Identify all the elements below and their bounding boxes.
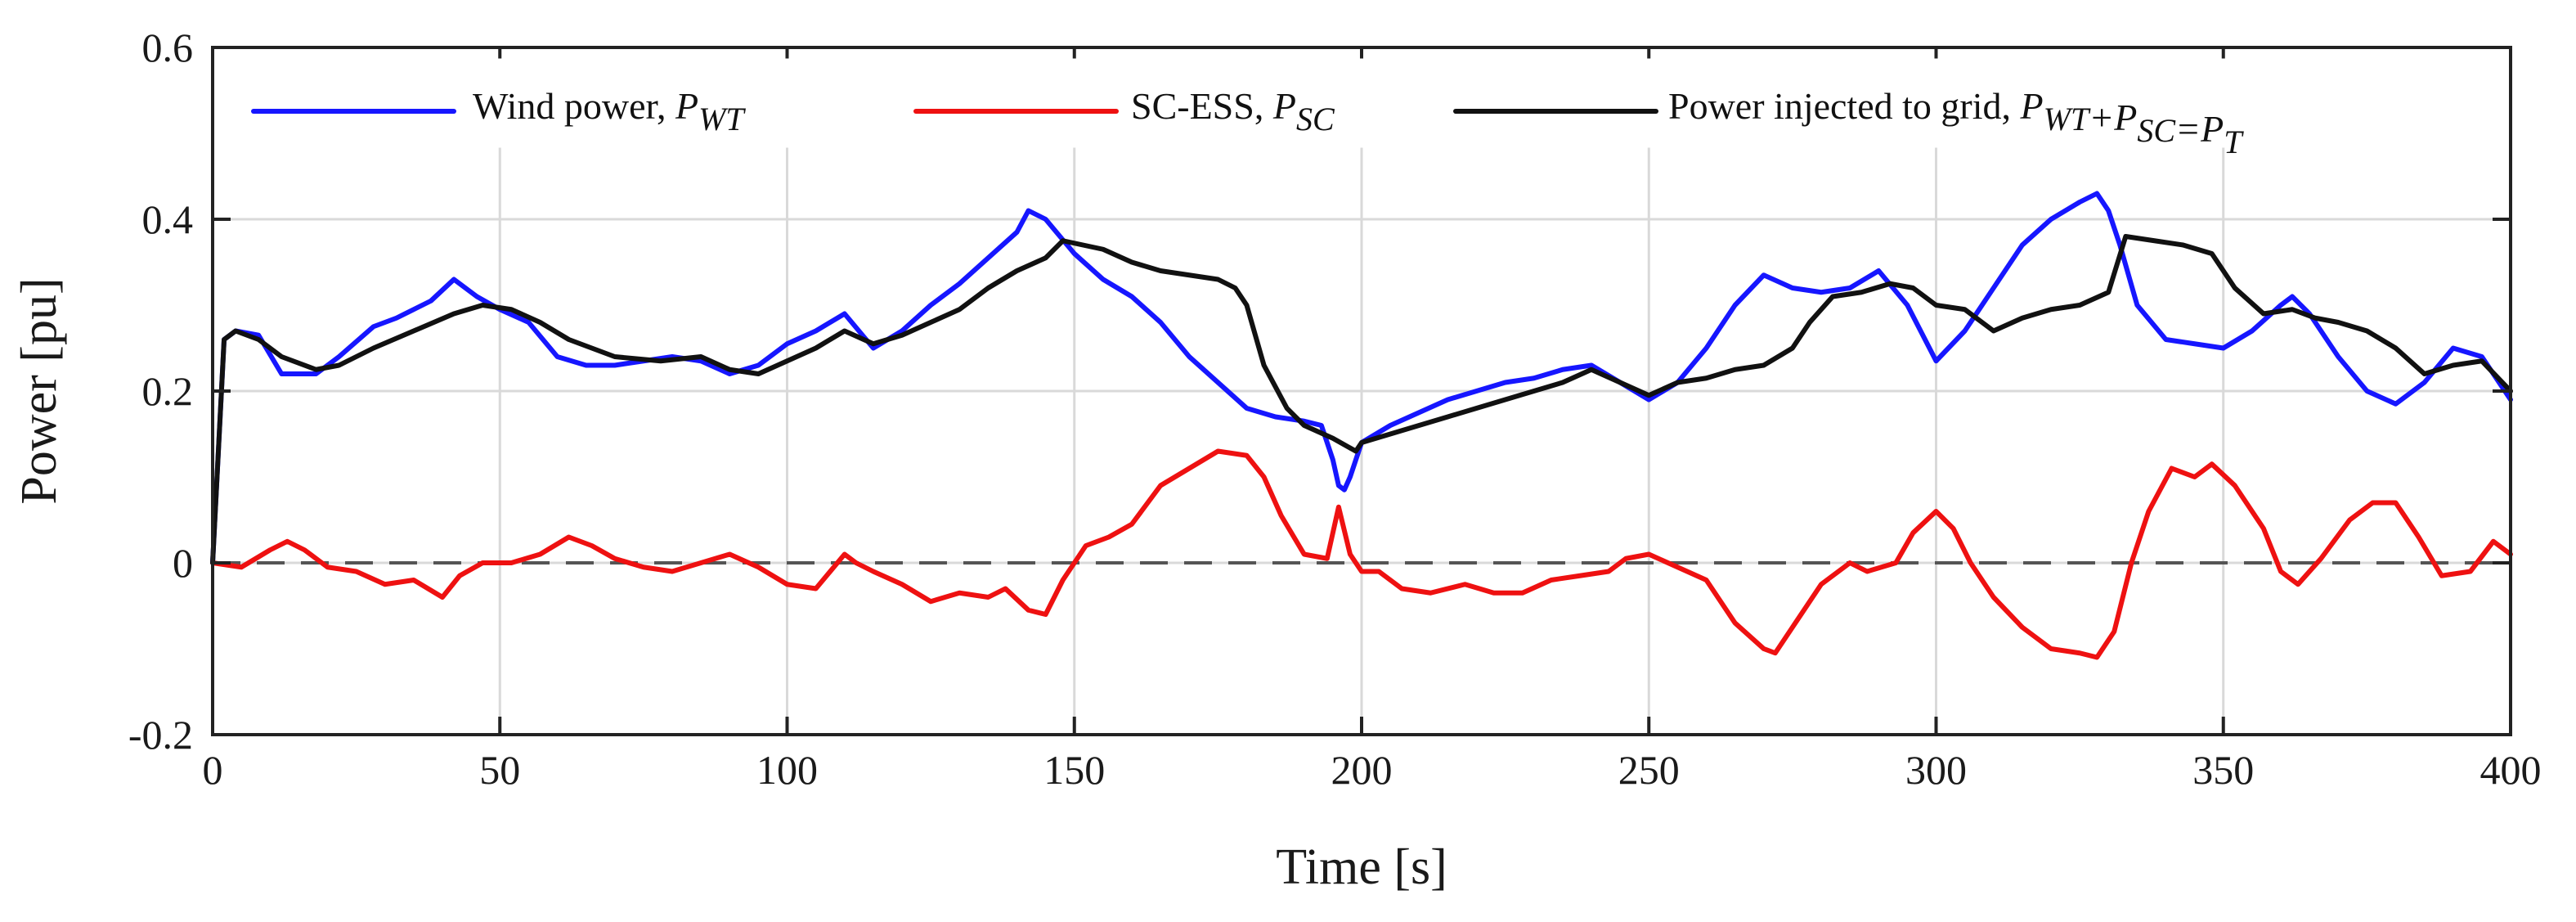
legend-prefix-power-injected-to-grid: Power injected to grid,	[1668, 85, 2021, 127]
series-line-sc-ess	[210, 448, 2513, 660]
legend-subscript-power-injected-to-grid-0: WT	[2044, 101, 2091, 137]
legend-subscript-sc-ess-0: SC	[1296, 101, 1335, 137]
y-axis-label: Power [pu]	[11, 277, 67, 504]
x-axis-tick-labels: 0 50 100 150 200 250 300 350 400	[203, 747, 2542, 793]
y-tick-label-0-2: 0.2	[142, 368, 194, 414]
x-tick-label-400: 400	[2480, 747, 2542, 793]
legend-label-wind-power: Wind power, PWT	[473, 85, 746, 137]
legend-prefix-wind-power: Wind power,	[473, 85, 675, 127]
series-line-wind-power	[210, 191, 2513, 565]
x-tick-label-0: 0	[203, 747, 223, 793]
y-tick-label-0-2: -0.2	[128, 712, 193, 758]
x-tick-label-100: 100	[756, 747, 818, 793]
series-line-power-injected-to-grid	[210, 234, 2513, 565]
legend-math-power-injected-to-grid-1: +	[2089, 97, 2114, 138]
legend-math-power-injected-to-grid-3: =	[2175, 108, 2201, 150]
y-axis-tick-labels: -0.2 0 0.2 0.4 0.6	[128, 25, 193, 758]
legend-box	[233, 58, 2492, 148]
series-layer	[210, 191, 2513, 660]
x-tick-label-350: 350	[2192, 747, 2254, 793]
legend-label-sc-ess: SC-ESS, PSC	[1131, 85, 1335, 137]
legend-subscript-power-injected-to-grid-4: T	[2224, 124, 2244, 160]
legend-prefix-sc-ess: SC-ESS,	[1131, 85, 1273, 127]
legend-label-power-injected-to-grid: Power injected to grid, PWT+PSC=PT	[1668, 85, 2244, 160]
legend-subscript-wind-power-0: WT	[698, 101, 746, 137]
legend: Wind power, PWT SC-ESS, PSC Power injected…	[233, 58, 2492, 160]
y-tick-label-0-6: 0.6	[142, 25, 194, 70]
legend-math-power-injected-to-grid-0: P	[2020, 85, 2044, 127]
legend-subscript-power-injected-to-grid-2: SC	[2137, 112, 2176, 149]
legend-math-sc-ess-0: P	[1272, 85, 1296, 127]
x-tick-label-200: 200	[1331, 747, 1393, 793]
x-tick-label-250: 250	[1618, 747, 1680, 793]
legend-math-power-injected-to-grid-4: P	[2200, 108, 2224, 150]
x-tick-label-50: 50	[479, 747, 520, 793]
x-axis-label: Time [s]	[1276, 839, 1447, 895]
y-tick-label-0-4: 0.4	[142, 196, 194, 242]
y-tick-label-0: 0	[173, 540, 193, 586]
x-tick-label-300: 300	[1905, 747, 1967, 793]
legend-math-power-injected-to-grid-2: P	[2113, 97, 2137, 138]
legend-math-wind-power-0: P	[675, 85, 698, 127]
x-tick-label-150: 150	[1043, 747, 1105, 793]
